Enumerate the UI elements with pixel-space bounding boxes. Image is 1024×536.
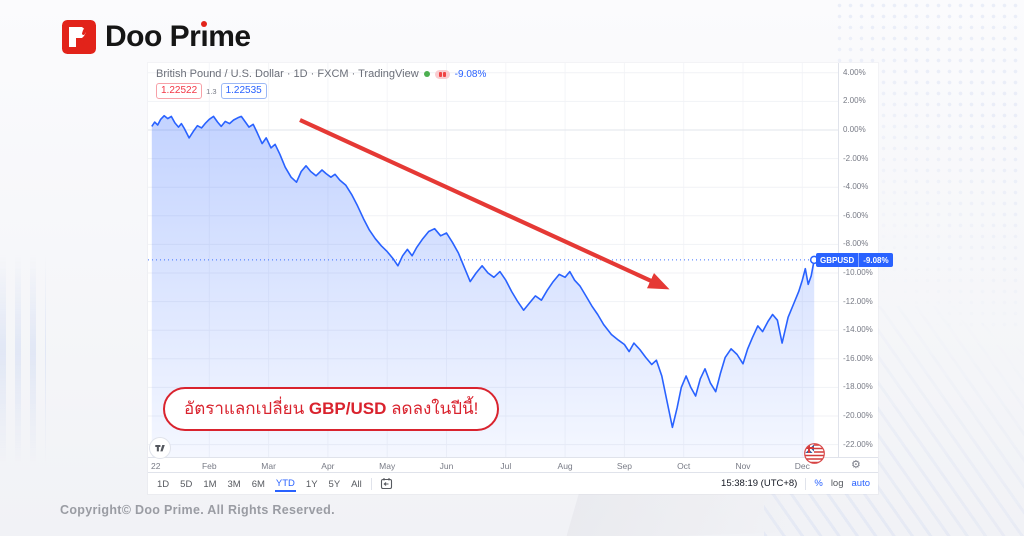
bars-decoration bbox=[0, 255, 46, 465]
sell-price-button[interactable]: 1.22522 bbox=[156, 83, 203, 99]
price-tick: -8.00% bbox=[843, 239, 869, 249]
doo-prime-wordmark: Doo Prı me bbox=[105, 20, 251, 53]
auto-scale-toggle[interactable]: auto bbox=[851, 478, 871, 489]
price-tick: -20.00% bbox=[843, 411, 873, 420]
toolbar-divider bbox=[805, 477, 807, 490]
gear-icon[interactable]: ⚙ bbox=[851, 459, 861, 471]
range-YTD[interactable]: YTD bbox=[274, 476, 296, 492]
time-tick: Dec bbox=[794, 461, 810, 471]
chart-toolbar: 1D 5D 1M 3M 6M YTD 1Y 5Y All 15:38:19 (UTC+8) % … bbox=[148, 472, 878, 494]
percent-scale-toggle[interactable]: % bbox=[814, 478, 823, 489]
price-tick: -22.00% bbox=[843, 439, 873, 449]
go-to-date-icon[interactable] bbox=[380, 477, 393, 490]
buy-price-button[interactable]: 1.22535 bbox=[220, 83, 267, 99]
price-tick: 2.00% bbox=[843, 96, 866, 106]
toolbar-divider bbox=[370, 477, 372, 490]
range-5D[interactable]: 5D bbox=[180, 478, 193, 490]
price-tick: -16.00% bbox=[843, 353, 873, 363]
annotation-pair: GBP/USD bbox=[308, 399, 387, 418]
time-tick: Feb bbox=[201, 461, 217, 471]
price-tick: -4.00% bbox=[843, 182, 869, 192]
time-scale[interactable]: ⚙ 22 Feb Mar Apr May Jun Jul Aug Sep Oct Nov Dec bbox=[148, 457, 878, 472]
logo-i-dot bbox=[201, 21, 208, 27]
price-tick: -18.00% bbox=[843, 382, 873, 392]
time-tick: Nov bbox=[735, 461, 751, 471]
price-tick: 4.00% bbox=[843, 67, 866, 77]
annotation-callout: อัตราแลกเปลี่ยน GBP/USD ลดลงในปีนี้! bbox=[163, 387, 500, 431]
time-tick: Oct bbox=[677, 461, 691, 471]
doo-prime-logo: Doo Prı me bbox=[62, 20, 251, 54]
price-tick: 0.00% bbox=[843, 125, 866, 134]
price-tick: -2.00% bbox=[843, 153, 869, 163]
pair-flags-icon bbox=[804, 443, 825, 464]
time-tick: Apr bbox=[321, 461, 335, 471]
series-badge-value: -9.08% bbox=[863, 255, 889, 265]
series-badge-symbol: GBPUSD bbox=[820, 255, 855, 265]
series-badge-separator bbox=[858, 253, 860, 267]
time-tick: Jul bbox=[500, 461, 512, 471]
market-status-icon[interactable] bbox=[423, 71, 430, 77]
time-tick: Aug bbox=[557, 461, 573, 471]
doo-prime-logo-icon bbox=[62, 20, 96, 54]
time-tick: 22 bbox=[151, 461, 161, 471]
range-3M[interactable]: 3M bbox=[227, 478, 241, 490]
session-clock[interactable]: 15:38:19 (UTC+8) bbox=[721, 478, 798, 489]
time-tick: Sep bbox=[616, 461, 632, 471]
price-tick: -12.00% bbox=[843, 296, 873, 306]
price-tick: -14.00% bbox=[843, 325, 873, 335]
price-tick: -10.00% bbox=[843, 268, 873, 277]
time-tick: Jun bbox=[439, 461, 454, 471]
range-selector: 1D 5D 1M 3M 6M YTD 1Y 5Y All bbox=[156, 476, 363, 492]
tradingview-chart-card: 4.00% 2.00% 0.00% -2.00% -4.00% -6.00% -8.00% -… bbox=[148, 63, 893, 494]
range-1M[interactable]: 1M bbox=[203, 478, 217, 490]
price-tick: -6.00% bbox=[843, 210, 869, 220]
range-All[interactable]: All bbox=[351, 478, 362, 490]
range-1Y[interactable]: 1Y bbox=[305, 478, 318, 490]
range-6M[interactable]: 6M bbox=[251, 478, 265, 490]
time-tick: May bbox=[379, 461, 396, 471]
tradingview-logo[interactable] bbox=[149, 437, 171, 459]
log-scale-toggle[interactable]: log bbox=[830, 478, 844, 489]
series-value-badge: GBPUSD -9.08% bbox=[816, 253, 893, 267]
chart-header: British Pound / U.S. Dollar · 1D · FXCM … bbox=[156, 68, 486, 99]
range-1D[interactable]: 1D bbox=[157, 478, 170, 490]
data-mode-icon[interactable] bbox=[434, 69, 450, 79]
symbol-title[interactable]: British Pound / U.S. Dollar · 1D · FXCM … bbox=[156, 68, 419, 80]
copyright: Copyright© Doo Prime. All Rights Reserve… bbox=[60, 503, 335, 517]
tradingview-logo-glyph bbox=[155, 445, 165, 452]
time-tick: Mar bbox=[261, 461, 276, 471]
range-5Y[interactable]: 5Y bbox=[328, 478, 341, 490]
spread-value: 1.3 bbox=[206, 86, 217, 96]
change-percent: -9.08% bbox=[454, 68, 487, 80]
